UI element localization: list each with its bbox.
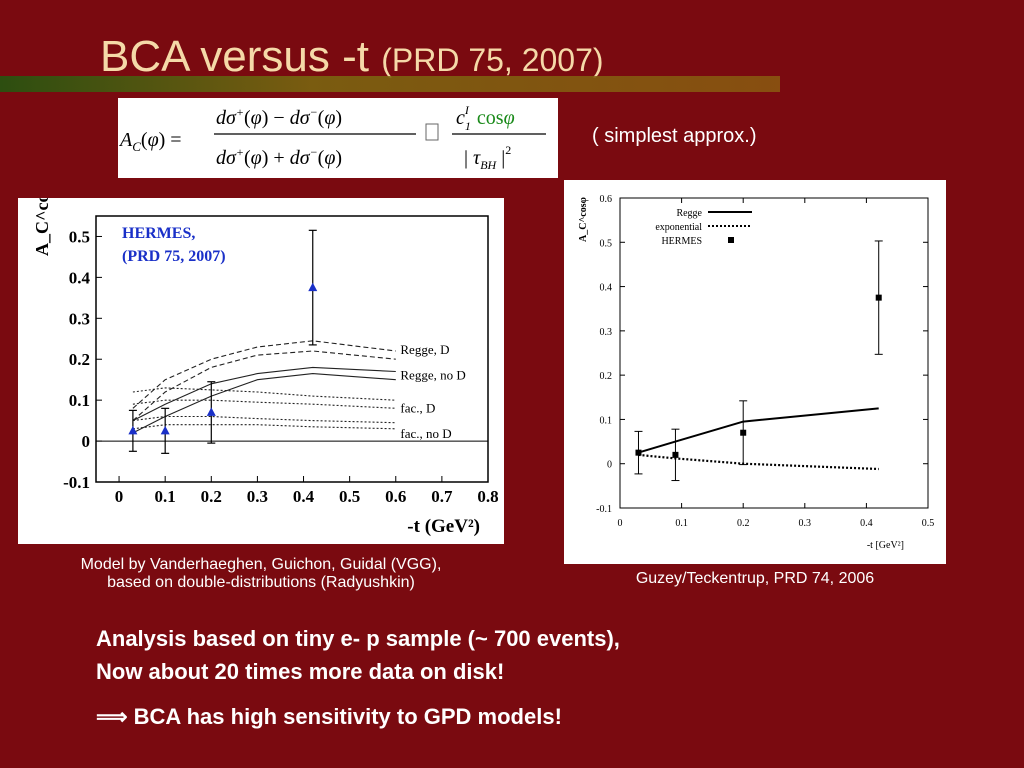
legend-swatch <box>728 237 734 243</box>
y-tick-label: 0 <box>607 460 612 471</box>
x-tick-label: 0 <box>618 518 623 529</box>
model-curve-1-0 <box>132 373 396 434</box>
slide-title: BCA versus -t (PRD 75, 2007) <box>100 32 604 82</box>
bullet-3: ⟹ BCA has high sensitivity to GPD models… <box>96 704 562 730</box>
curve-label: fac., D <box>400 401 435 416</box>
y-tick-label: 0.3 <box>600 327 613 338</box>
approx-symbol-box <box>425 123 439 141</box>
chart-left: -0.1 0 0.1 0.2 0.3 0.4 0.5 0 0.1 0.2 0.3 0.4 0.5 0.6 0… <box>32 175 499 537</box>
hermes-point <box>875 294 882 301</box>
title-main: BCA versus -t <box>100 32 369 81</box>
y-tick-label: 0.1 <box>69 391 90 410</box>
equation-lhs: AC(φ) = <box>118 129 182 154</box>
x-tick-label: 0.4 <box>860 518 873 529</box>
y-tick-label: -0.1 <box>63 473 90 492</box>
y-tick-label: 0.4 <box>600 283 613 294</box>
equation-denominator: dσ+(φ) + dσ−(φ) <box>216 145 342 169</box>
x-tick-label: 0.5 <box>922 518 935 529</box>
equation-rhs-numerator: c1I cosφ <box>456 103 515 133</box>
caption-left: Model by Vanderhaeghen, Guichon, Guidal … <box>18 556 504 592</box>
plot-frame <box>619 197 929 509</box>
equation-numerator: dσ+(φ) − dσ−(φ) <box>216 105 342 129</box>
caption-left-line2: based on double-distributions (Radyushki… <box>107 574 415 591</box>
y-tick-label: 0.3 <box>69 309 90 328</box>
y-axis-label: A_C^cosφ <box>32 198 52 256</box>
model-curve-3-0 <box>132 424 396 430</box>
bullet-3-text: BCA has high sensitivity to GPD models! <box>133 704 562 729</box>
x-tick-label: 0 <box>115 487 124 506</box>
hermes-point <box>672 451 679 458</box>
y-tick-label: 0.4 <box>69 268 91 287</box>
hermes-point <box>635 449 642 456</box>
x-axis-label: -t (GeV²) <box>407 516 480 537</box>
series-line-0 <box>638 407 879 454</box>
y-tick-label: 0.2 <box>600 371 613 382</box>
x-tick-label: 0.7 <box>431 487 453 506</box>
y-axis-label: A_C^cosφ <box>578 197 589 242</box>
y-tick-label: 0.5 <box>69 227 90 246</box>
y-tick-label: -0.1 <box>596 504 612 515</box>
legend-label: exponential <box>655 222 702 233</box>
bca-equation: AC(φ) = dσ+(φ) − dσ−(φ) dσ+(φ) + dσ−(φ) … <box>118 98 558 178</box>
title-underline-bar <box>0 76 780 92</box>
caption-right: Guzey/Teckentrup, PRD 74, 2006 <box>635 570 875 587</box>
hermes-annotation-line: HERMES, <box>122 225 195 242</box>
title-reference: (PRD 75, 2007) <box>381 42 604 78</box>
hermes-annotation-line: (PRD 75, 2007) <box>122 248 226 265</box>
y-tick-label: 0.6 <box>600 194 613 205</box>
chart-left-panel: -0.1 0 0.1 0.2 0.3 0.4 0.5 0 0.1 0.2 0.3 0.4 0.5 0.6 0… <box>18 175 504 544</box>
x-tick-label: 0.1 <box>675 518 688 529</box>
implies-arrow-icon: ⟹ <box>96 704 134 729</box>
x-axis-label: -t [GeV²] <box>867 540 904 551</box>
curve-label: Regge, no D <box>400 367 465 382</box>
x-tick-label: 0.2 <box>737 518 750 529</box>
x-tick-label: 0.2 <box>201 487 222 506</box>
x-tick-label: 0.1 <box>155 487 176 506</box>
x-tick-label: 0.3 <box>247 487 268 506</box>
model-curve-0-0 <box>132 350 396 422</box>
x-tick-label: 0.6 <box>385 487 406 506</box>
model-curve-0-1 <box>132 340 396 409</box>
legend-label: Regge <box>676 208 702 219</box>
y-tick-label: 0.1 <box>600 415 613 426</box>
y-tick-label: 0 <box>82 432 91 451</box>
chart-right: -0.1 0 0.1 0.2 0.3 0.4 0.5 0.6 0 0.1 0.2 0.3 0.4 0.5 -… <box>578 194 935 551</box>
model-curve-2-1 <box>132 387 396 401</box>
hermes-point <box>308 282 318 292</box>
equation-rhs-denominator: | τBH |2 <box>464 143 511 172</box>
plot-frame <box>95 215 489 483</box>
curve-label: Regge, D <box>400 342 449 357</box>
curve-label: fac., no D <box>400 426 451 441</box>
y-tick-label: 0.2 <box>69 350 90 369</box>
y-tick-label: 0.5 <box>600 238 613 249</box>
hermes-point <box>740 429 747 436</box>
x-tick-label: 0.5 <box>339 487 360 506</box>
legend-label: HERMES <box>661 236 702 247</box>
series-line-1 <box>638 453 879 471</box>
bullet-2: Now about 20 times more data on disk! <box>96 659 505 684</box>
bullet-list: Analysis based on tiny e- p sample (~ 70… <box>96 622 620 688</box>
hermes-point <box>206 407 216 416</box>
x-tick-label: 0.3 <box>799 518 812 529</box>
chart-right-panel: -0.1 0 0.1 0.2 0.3 0.4 0.5 0.6 0 0.1 0.2 0.3 0.4 0.5 -… <box>564 180 946 564</box>
approx-note: ( simplest approx.) <box>592 125 757 147</box>
model-curve-2-0 <box>132 399 396 409</box>
hermes-point <box>128 425 138 435</box>
model-curve-3-1 <box>132 415 396 424</box>
bullet-1: Analysis based on tiny e- p sample (~ 70… <box>96 626 620 651</box>
model-curve-1-1 <box>132 366 396 422</box>
hermes-point <box>160 425 170 435</box>
x-tick-label: 0.4 <box>293 487 315 506</box>
x-tick-label: 0.8 <box>477 487 498 506</box>
caption-left-line1: Model by Vanderhaeghen, Guichon, Guidal … <box>80 556 442 573</box>
